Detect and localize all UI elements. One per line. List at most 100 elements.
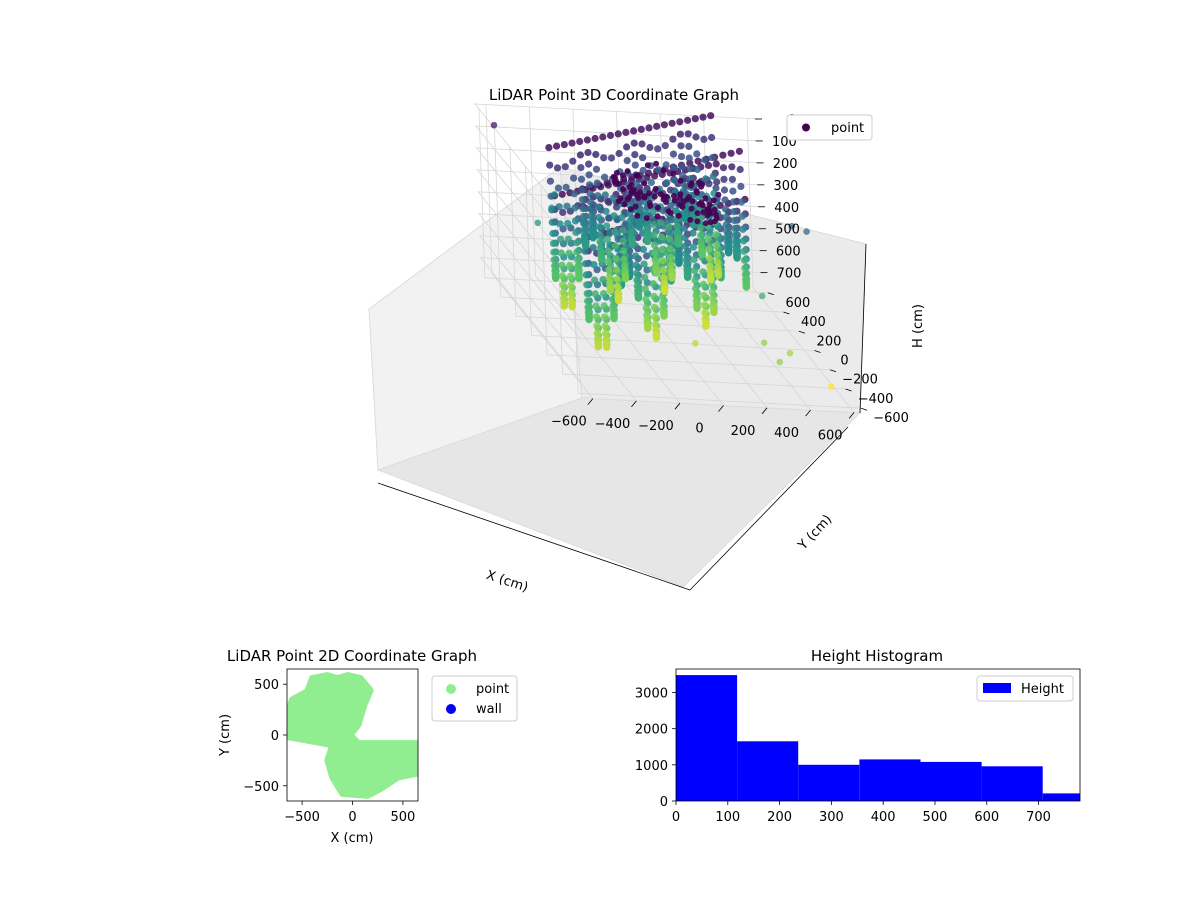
cloud-point xyxy=(604,181,613,189)
x-tick-label-3d: 600 xyxy=(818,428,843,443)
cloud-point xyxy=(684,130,692,138)
cloud-point xyxy=(739,237,748,245)
cloud-point xyxy=(567,281,575,290)
cloud-point xyxy=(710,307,718,316)
cloud-point xyxy=(719,151,727,159)
y-tick-3d xyxy=(860,407,868,411)
cloud-point xyxy=(565,249,573,257)
cloud-point xyxy=(596,238,604,246)
cloud-point xyxy=(621,274,629,282)
cluster-point xyxy=(626,184,633,191)
histogram-bar xyxy=(737,741,799,801)
cloud-point xyxy=(572,228,580,237)
cloud-point xyxy=(705,254,713,262)
y-tick-3d xyxy=(829,369,837,373)
x-tick-label-3d: −400 xyxy=(595,417,631,432)
cloud-point xyxy=(581,240,589,248)
cloud-point xyxy=(650,303,659,311)
cloud-point xyxy=(665,223,673,231)
cluster-point xyxy=(670,192,677,199)
cloud-point xyxy=(605,266,613,274)
cluster-point xyxy=(665,208,672,215)
cloud-point xyxy=(549,229,557,238)
cloud-point xyxy=(642,304,650,312)
y-tick-label-2d: −500 xyxy=(243,780,279,795)
outlier-point xyxy=(827,383,835,390)
x-tick-3d xyxy=(805,409,811,417)
legend-3d-frame xyxy=(786,114,873,141)
cloud-point xyxy=(699,113,707,121)
x-tick-label-2d: 0 xyxy=(348,810,356,825)
cloud-point xyxy=(605,273,613,281)
cluster-point xyxy=(646,190,653,197)
z-axis-line xyxy=(859,243,867,414)
cluster-point xyxy=(671,197,678,204)
cloud-point xyxy=(585,314,593,322)
cloud-point xyxy=(668,119,676,127)
cloud-point xyxy=(591,290,599,298)
point-region xyxy=(287,732,418,799)
cloud-point xyxy=(560,301,568,309)
cluster-point xyxy=(617,195,624,202)
cloud-point xyxy=(698,249,706,257)
cloud-point xyxy=(704,234,712,242)
grid-line-z xyxy=(474,103,759,230)
cloud-point xyxy=(594,342,602,350)
cloud-point xyxy=(583,281,591,289)
cloud-point xyxy=(699,268,707,276)
cloud-point xyxy=(635,221,643,229)
legend-hist-frame xyxy=(976,675,1074,702)
legend-3d-marker xyxy=(802,123,810,132)
cloud-point xyxy=(741,270,749,279)
cloud-point xyxy=(604,247,612,255)
legend-2d: point wall xyxy=(431,675,518,722)
cloud-point xyxy=(722,220,731,229)
outlier-points-3d xyxy=(490,121,835,390)
cloud-point xyxy=(651,172,659,180)
cloud-point xyxy=(582,271,590,279)
cloud-point xyxy=(701,156,709,164)
cloud-point xyxy=(733,252,741,260)
cloud-point xyxy=(638,140,646,148)
cloud-point xyxy=(700,135,708,143)
cloud-point xyxy=(652,333,660,341)
histogram-bar xyxy=(676,675,738,801)
cloud-point xyxy=(731,224,739,232)
y-tick-label-3d: −400 xyxy=(858,392,894,407)
y-tick-3d xyxy=(814,350,821,353)
cloud-point xyxy=(705,245,713,253)
x-tick-label-hist: 0 xyxy=(672,810,680,825)
x-tick-label-hist: 100 xyxy=(715,810,740,825)
cluster-point xyxy=(702,220,709,227)
cluster-point xyxy=(694,218,701,225)
cloud-point xyxy=(682,256,690,264)
x-tick-3d xyxy=(718,405,724,412)
cluster-point xyxy=(711,206,718,213)
z-axis-label-3d: H (cm) xyxy=(911,304,926,348)
cloud-point xyxy=(618,226,627,234)
cloud-point xyxy=(719,164,728,172)
cluster-point xyxy=(710,197,717,204)
cloud-point xyxy=(568,302,576,310)
cloud-point xyxy=(681,242,690,250)
cloud-point xyxy=(640,260,648,268)
cloud-point xyxy=(587,205,595,213)
cloud-point xyxy=(623,157,631,165)
cloud-point xyxy=(557,235,565,243)
cluster-point xyxy=(654,204,661,211)
outlier-point xyxy=(548,204,555,211)
cloud-point xyxy=(659,299,667,307)
cloud-point xyxy=(669,150,678,158)
cloud-point xyxy=(606,131,615,140)
y-tick-3d xyxy=(845,388,852,392)
y-tick-label-2d: 0 xyxy=(271,729,279,744)
cloud-point xyxy=(643,311,651,319)
cluster-point xyxy=(696,179,703,186)
grid-line-y xyxy=(494,128,784,313)
cloud-point xyxy=(615,149,623,158)
cloud-point xyxy=(685,142,693,150)
cloud-point xyxy=(613,283,622,291)
y-axis-line xyxy=(689,426,849,591)
legend-2d-marker-wall xyxy=(446,704,456,714)
cloud-point xyxy=(691,267,699,275)
